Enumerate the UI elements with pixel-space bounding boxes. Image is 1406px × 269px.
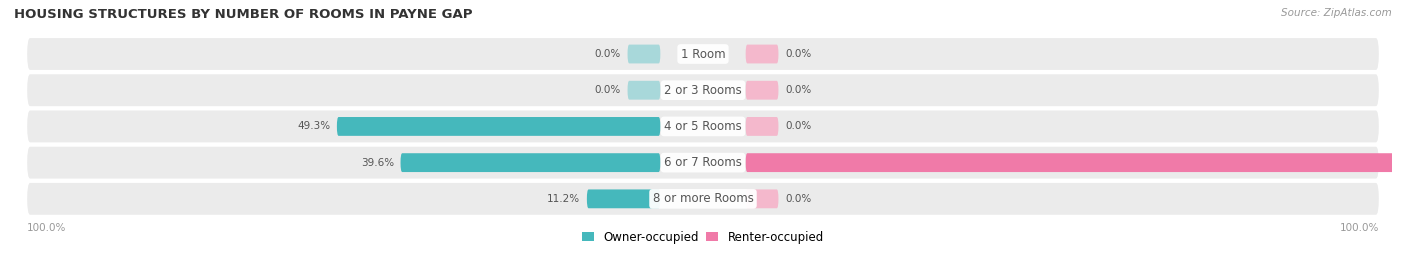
- Text: 0.0%: 0.0%: [785, 85, 811, 95]
- FancyBboxPatch shape: [745, 153, 1402, 172]
- Text: 2 or 3 Rooms: 2 or 3 Rooms: [664, 84, 742, 97]
- FancyBboxPatch shape: [745, 189, 779, 208]
- FancyBboxPatch shape: [745, 45, 779, 63]
- FancyBboxPatch shape: [27, 111, 1379, 142]
- FancyBboxPatch shape: [27, 147, 1379, 179]
- Text: 0.0%: 0.0%: [785, 49, 811, 59]
- Text: Source: ZipAtlas.com: Source: ZipAtlas.com: [1281, 8, 1392, 18]
- FancyBboxPatch shape: [627, 81, 661, 100]
- Text: 0.0%: 0.0%: [595, 85, 621, 95]
- FancyBboxPatch shape: [745, 117, 779, 136]
- Text: 0.0%: 0.0%: [785, 194, 811, 204]
- FancyBboxPatch shape: [627, 45, 661, 63]
- FancyBboxPatch shape: [337, 117, 661, 136]
- Text: 100.0%: 100.0%: [27, 224, 66, 233]
- Legend: Owner-occupied, Renter-occupied: Owner-occupied, Renter-occupied: [578, 226, 828, 249]
- Text: 0.0%: 0.0%: [595, 49, 621, 59]
- FancyBboxPatch shape: [27, 74, 1379, 106]
- Text: 39.6%: 39.6%: [361, 158, 394, 168]
- Text: 49.3%: 49.3%: [297, 121, 330, 132]
- FancyBboxPatch shape: [745, 81, 779, 100]
- Text: 100.0%: 100.0%: [1340, 224, 1379, 233]
- Text: 6 or 7 Rooms: 6 or 7 Rooms: [664, 156, 742, 169]
- Text: 11.2%: 11.2%: [547, 194, 581, 204]
- Text: 0.0%: 0.0%: [785, 121, 811, 132]
- FancyBboxPatch shape: [401, 153, 661, 172]
- Text: 8 or more Rooms: 8 or more Rooms: [652, 192, 754, 205]
- FancyBboxPatch shape: [27, 183, 1379, 215]
- Text: 1 Room: 1 Room: [681, 48, 725, 61]
- FancyBboxPatch shape: [27, 38, 1379, 70]
- FancyBboxPatch shape: [586, 189, 661, 208]
- Text: 4 or 5 Rooms: 4 or 5 Rooms: [664, 120, 742, 133]
- Text: HOUSING STRUCTURES BY NUMBER OF ROOMS IN PAYNE GAP: HOUSING STRUCTURES BY NUMBER OF ROOMS IN…: [14, 8, 472, 21]
